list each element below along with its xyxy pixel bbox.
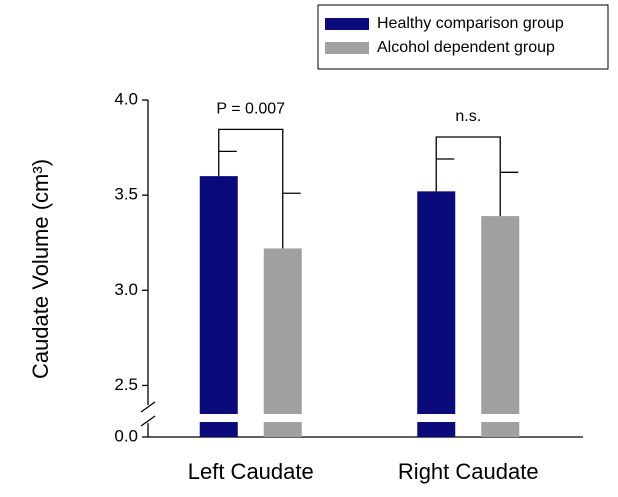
legend-swatch xyxy=(325,18,369,30)
annotation: P = 0.007 xyxy=(216,101,285,118)
legend-swatch xyxy=(325,42,369,54)
axis-break xyxy=(140,401,156,413)
legend-label: Healthy comparison group xyxy=(377,15,564,32)
y-axis-label: Caudate Volume (cm³) xyxy=(28,159,53,379)
bracket xyxy=(435,136,501,173)
legend-label: Alcohol dependent group xyxy=(377,39,555,56)
bracket xyxy=(218,128,284,194)
legend-box xyxy=(317,4,609,70)
annotation: n.s. xyxy=(455,108,481,125)
bar xyxy=(417,191,456,437)
break-gap xyxy=(197,414,304,422)
bar xyxy=(263,248,302,437)
y-tick-label: 3.0 xyxy=(114,280,138,299)
break-gap xyxy=(415,414,522,422)
x-tick-label: Left Caudate xyxy=(188,459,314,484)
y-tick-label: 2.5 xyxy=(114,375,138,394)
bar xyxy=(481,216,520,437)
x-tick-label: Right Caudate xyxy=(398,459,539,484)
y-tick-label: 3.5 xyxy=(114,185,138,204)
axis-break xyxy=(140,415,156,427)
bar xyxy=(199,176,238,437)
y-tick-label: 0.0 xyxy=(114,426,138,445)
y-tick-label: 4.0 xyxy=(114,89,138,108)
